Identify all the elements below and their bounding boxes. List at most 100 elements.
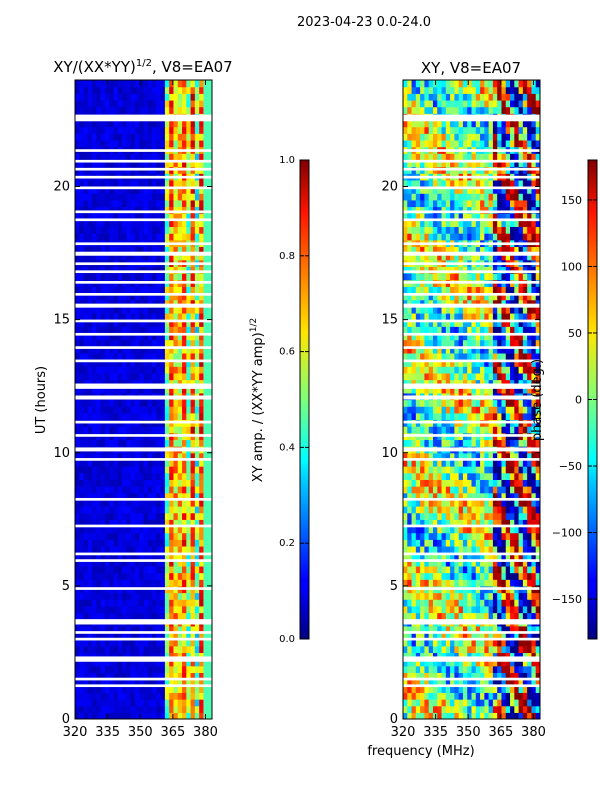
phase-cell (467, 685, 473, 693)
phase-cell (501, 545, 507, 554)
phase-cell (424, 712, 430, 719)
amplitude-cell (117, 386, 123, 394)
amplitude-cell (104, 452, 110, 461)
amplitude-cell (113, 479, 119, 487)
amplitude-cell (126, 466, 132, 474)
amplitude-cell (164, 565, 170, 574)
amplitude-cell (186, 472, 192, 480)
phase-cell (527, 592, 533, 600)
amplitude-cell (156, 659, 162, 667)
phase-cell (428, 399, 434, 407)
amplitude-cell (173, 86, 179, 94)
amplitude-cell (113, 539, 119, 547)
amplitude-cell (169, 332, 175, 341)
phase-cell (501, 539, 507, 547)
phase-cell (488, 379, 494, 387)
amplitude-cell (104, 412, 110, 421)
phase-cell (432, 612, 438, 620)
phase-cell (535, 652, 540, 660)
amplitude-cell (92, 572, 98, 580)
phase-cell (424, 472, 430, 480)
amplitude-cell (92, 539, 98, 547)
amplitude-cell (190, 699, 196, 707)
phase-cell (437, 672, 443, 680)
amplitude-cell (156, 539, 162, 547)
amplitude-cell (109, 352, 115, 361)
amplitude-cell (169, 679, 175, 687)
amplitude-cell (122, 605, 127, 614)
amplitude-cell (182, 366, 187, 374)
phase-cell (411, 572, 417, 580)
phase-cell (424, 452, 430, 461)
phase-cell (518, 692, 524, 700)
amplitude-cell (79, 685, 85, 693)
amplitude-cell (130, 126, 136, 134)
phase-cell (484, 339, 490, 347)
amplitude-cell (134, 366, 140, 374)
amplitude-cell (139, 412, 145, 421)
amplitude-cell (79, 599, 85, 607)
amplitude-cell (113, 692, 119, 700)
phase-cell (407, 499, 413, 507)
phase-cell (475, 479, 481, 487)
amplitude-cell (199, 326, 205, 334)
phase-cell (467, 426, 473, 434)
phase-cell (535, 605, 540, 614)
phase-cell (403, 672, 408, 680)
phase-cell (424, 652, 430, 660)
amplitude-cell (190, 213, 196, 221)
amplitude-cell (199, 386, 205, 394)
amplitude-cell (75, 133, 80, 141)
phase-cell (505, 592, 511, 600)
phase-cell (480, 592, 485, 600)
amplitude-cell (79, 459, 85, 467)
amplitude-cell (169, 359, 175, 367)
amplitude-cell (190, 233, 196, 241)
phase-cell (471, 572, 477, 580)
amplitude-cell (139, 645, 145, 654)
phase-cell (403, 512, 408, 520)
amplitude-cell (83, 386, 89, 394)
phase-cell (527, 466, 533, 474)
amplitude-cell (156, 406, 162, 414)
phase-cell (514, 439, 520, 447)
amplitude-cell (117, 552, 123, 560)
amplitude-cell (156, 652, 162, 660)
amplitude-cell (134, 99, 140, 108)
amplitude-cell (173, 213, 179, 221)
phase-cell (471, 592, 477, 600)
amplitude-cell (156, 352, 162, 361)
phase-cell (488, 399, 494, 407)
phase-cell (403, 479, 408, 487)
phase-cell (450, 552, 455, 560)
phase-cell (488, 472, 494, 480)
amplitude-cell (130, 159, 136, 168)
phase-cell (458, 539, 464, 547)
amplitude-ylabel: UT (hours) (34, 366, 49, 434)
amplitude-cell (75, 685, 80, 693)
amplitude-cell (92, 652, 98, 660)
amplitude-cell (113, 246, 119, 254)
amplitude-cell (87, 193, 93, 201)
amplitude-cell (126, 705, 132, 713)
amplitude-cell (87, 645, 93, 654)
amplitude-cell (83, 399, 89, 407)
phase-cell (454, 532, 460, 540)
amplitude-cell (194, 179, 200, 188)
amplitude-cell (207, 346, 212, 354)
amplitude-cell (143, 139, 149, 148)
phase-cell (437, 539, 443, 547)
amplitude-cell (92, 459, 98, 467)
phase-cell (445, 426, 451, 434)
amplitude-cell (177, 685, 183, 693)
phase-cell (488, 359, 494, 367)
amplitude-cell (122, 492, 127, 500)
amplitude-cell (75, 286, 80, 294)
phase-cell (437, 652, 443, 660)
phase-cell (415, 352, 421, 361)
phase-cell (488, 406, 494, 414)
phase-cell (415, 545, 421, 554)
amplitude-cell (143, 612, 149, 620)
phase-cell (514, 512, 520, 520)
amplitude-cell (134, 86, 140, 94)
